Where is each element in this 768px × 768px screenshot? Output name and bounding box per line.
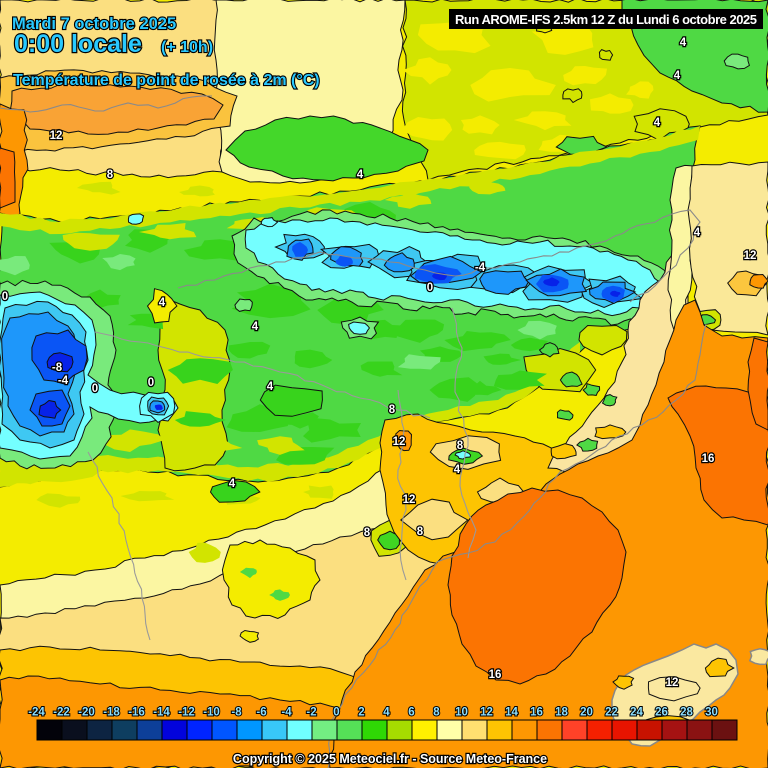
svg-text:4: 4	[674, 70, 681, 82]
svg-text:-4: -4	[58, 375, 69, 387]
svg-text:-24: -24	[28, 707, 45, 719]
svg-text:4: 4	[694, 227, 701, 239]
svg-text:0: 0	[92, 383, 98, 395]
svg-text:8: 8	[364, 527, 371, 539]
svg-text:12: 12	[50, 130, 63, 142]
svg-text:Copyright © 2025 Meteociel.fr: Copyright © 2025 Meteociel.fr - Source M…	[233, 752, 547, 766]
svg-text:12: 12	[480, 707, 493, 719]
svg-text:-22: -22	[53, 707, 70, 719]
svg-text:0:00 locale: 0:00 locale	[14, 30, 142, 58]
svg-text:-8: -8	[231, 707, 242, 719]
svg-text:14: 14	[505, 707, 518, 719]
svg-text:-14: -14	[153, 707, 170, 719]
svg-text:16: 16	[702, 453, 715, 465]
svg-text:4: 4	[383, 707, 390, 719]
svg-text:8: 8	[107, 169, 114, 181]
svg-text:-12: -12	[178, 707, 195, 719]
svg-text:4: 4	[454, 464, 461, 476]
svg-text:12: 12	[393, 436, 406, 448]
svg-text:24: 24	[630, 707, 643, 719]
svg-text:4: 4	[229, 478, 236, 490]
svg-text:4: 4	[680, 37, 687, 49]
svg-text:-4: -4	[475, 262, 486, 274]
svg-text:4: 4	[267, 381, 274, 393]
svg-text:12: 12	[666, 677, 679, 689]
svg-text:8: 8	[389, 404, 396, 416]
svg-text:-10: -10	[203, 707, 220, 719]
svg-text:0: 0	[2, 291, 8, 303]
svg-text:-20: -20	[78, 707, 95, 719]
svg-text:4: 4	[357, 169, 364, 181]
svg-text:6: 6	[408, 707, 414, 719]
svg-text:2: 2	[358, 707, 364, 719]
svg-text:0: 0	[333, 707, 339, 719]
svg-text:-18: -18	[103, 707, 120, 719]
svg-text:-8: -8	[52, 362, 63, 374]
svg-text:22: 22	[605, 707, 618, 719]
svg-text:Run AROME-IFS 2.5km 12 Z du Lu: Run AROME-IFS 2.5km 12 Z du Lundi 6 octo…	[455, 12, 757, 27]
svg-text:18: 18	[555, 707, 568, 719]
svg-text:8: 8	[457, 440, 464, 452]
svg-text:-6: -6	[256, 707, 266, 719]
svg-text:-4: -4	[281, 707, 292, 719]
svg-text:8: 8	[417, 526, 424, 538]
svg-text:Température de point de rosée: Température de point de rosée à 2m (°C)	[13, 72, 320, 89]
svg-text:28: 28	[680, 707, 693, 719]
svg-text:0: 0	[148, 377, 154, 389]
svg-text:20: 20	[580, 707, 593, 719]
svg-text:4: 4	[252, 321, 259, 333]
svg-text:12: 12	[403, 494, 416, 506]
svg-text:(+ 10h): (+ 10h)	[161, 39, 213, 56]
svg-text:16: 16	[530, 707, 543, 719]
svg-text:Mardi 7 octobre 2025: Mardi 7 octobre 2025	[12, 15, 176, 33]
svg-text:12: 12	[744, 250, 757, 262]
svg-text:-2: -2	[306, 707, 316, 719]
svg-text:26: 26	[655, 707, 668, 719]
svg-text:4: 4	[159, 297, 166, 309]
svg-text:30: 30	[705, 707, 718, 719]
svg-text:8: 8	[433, 707, 440, 719]
svg-text:4: 4	[654, 117, 661, 129]
svg-text:-16: -16	[128, 707, 145, 719]
svg-text:0: 0	[427, 282, 433, 294]
svg-text:10: 10	[455, 707, 468, 719]
svg-text:16: 16	[489, 669, 502, 681]
